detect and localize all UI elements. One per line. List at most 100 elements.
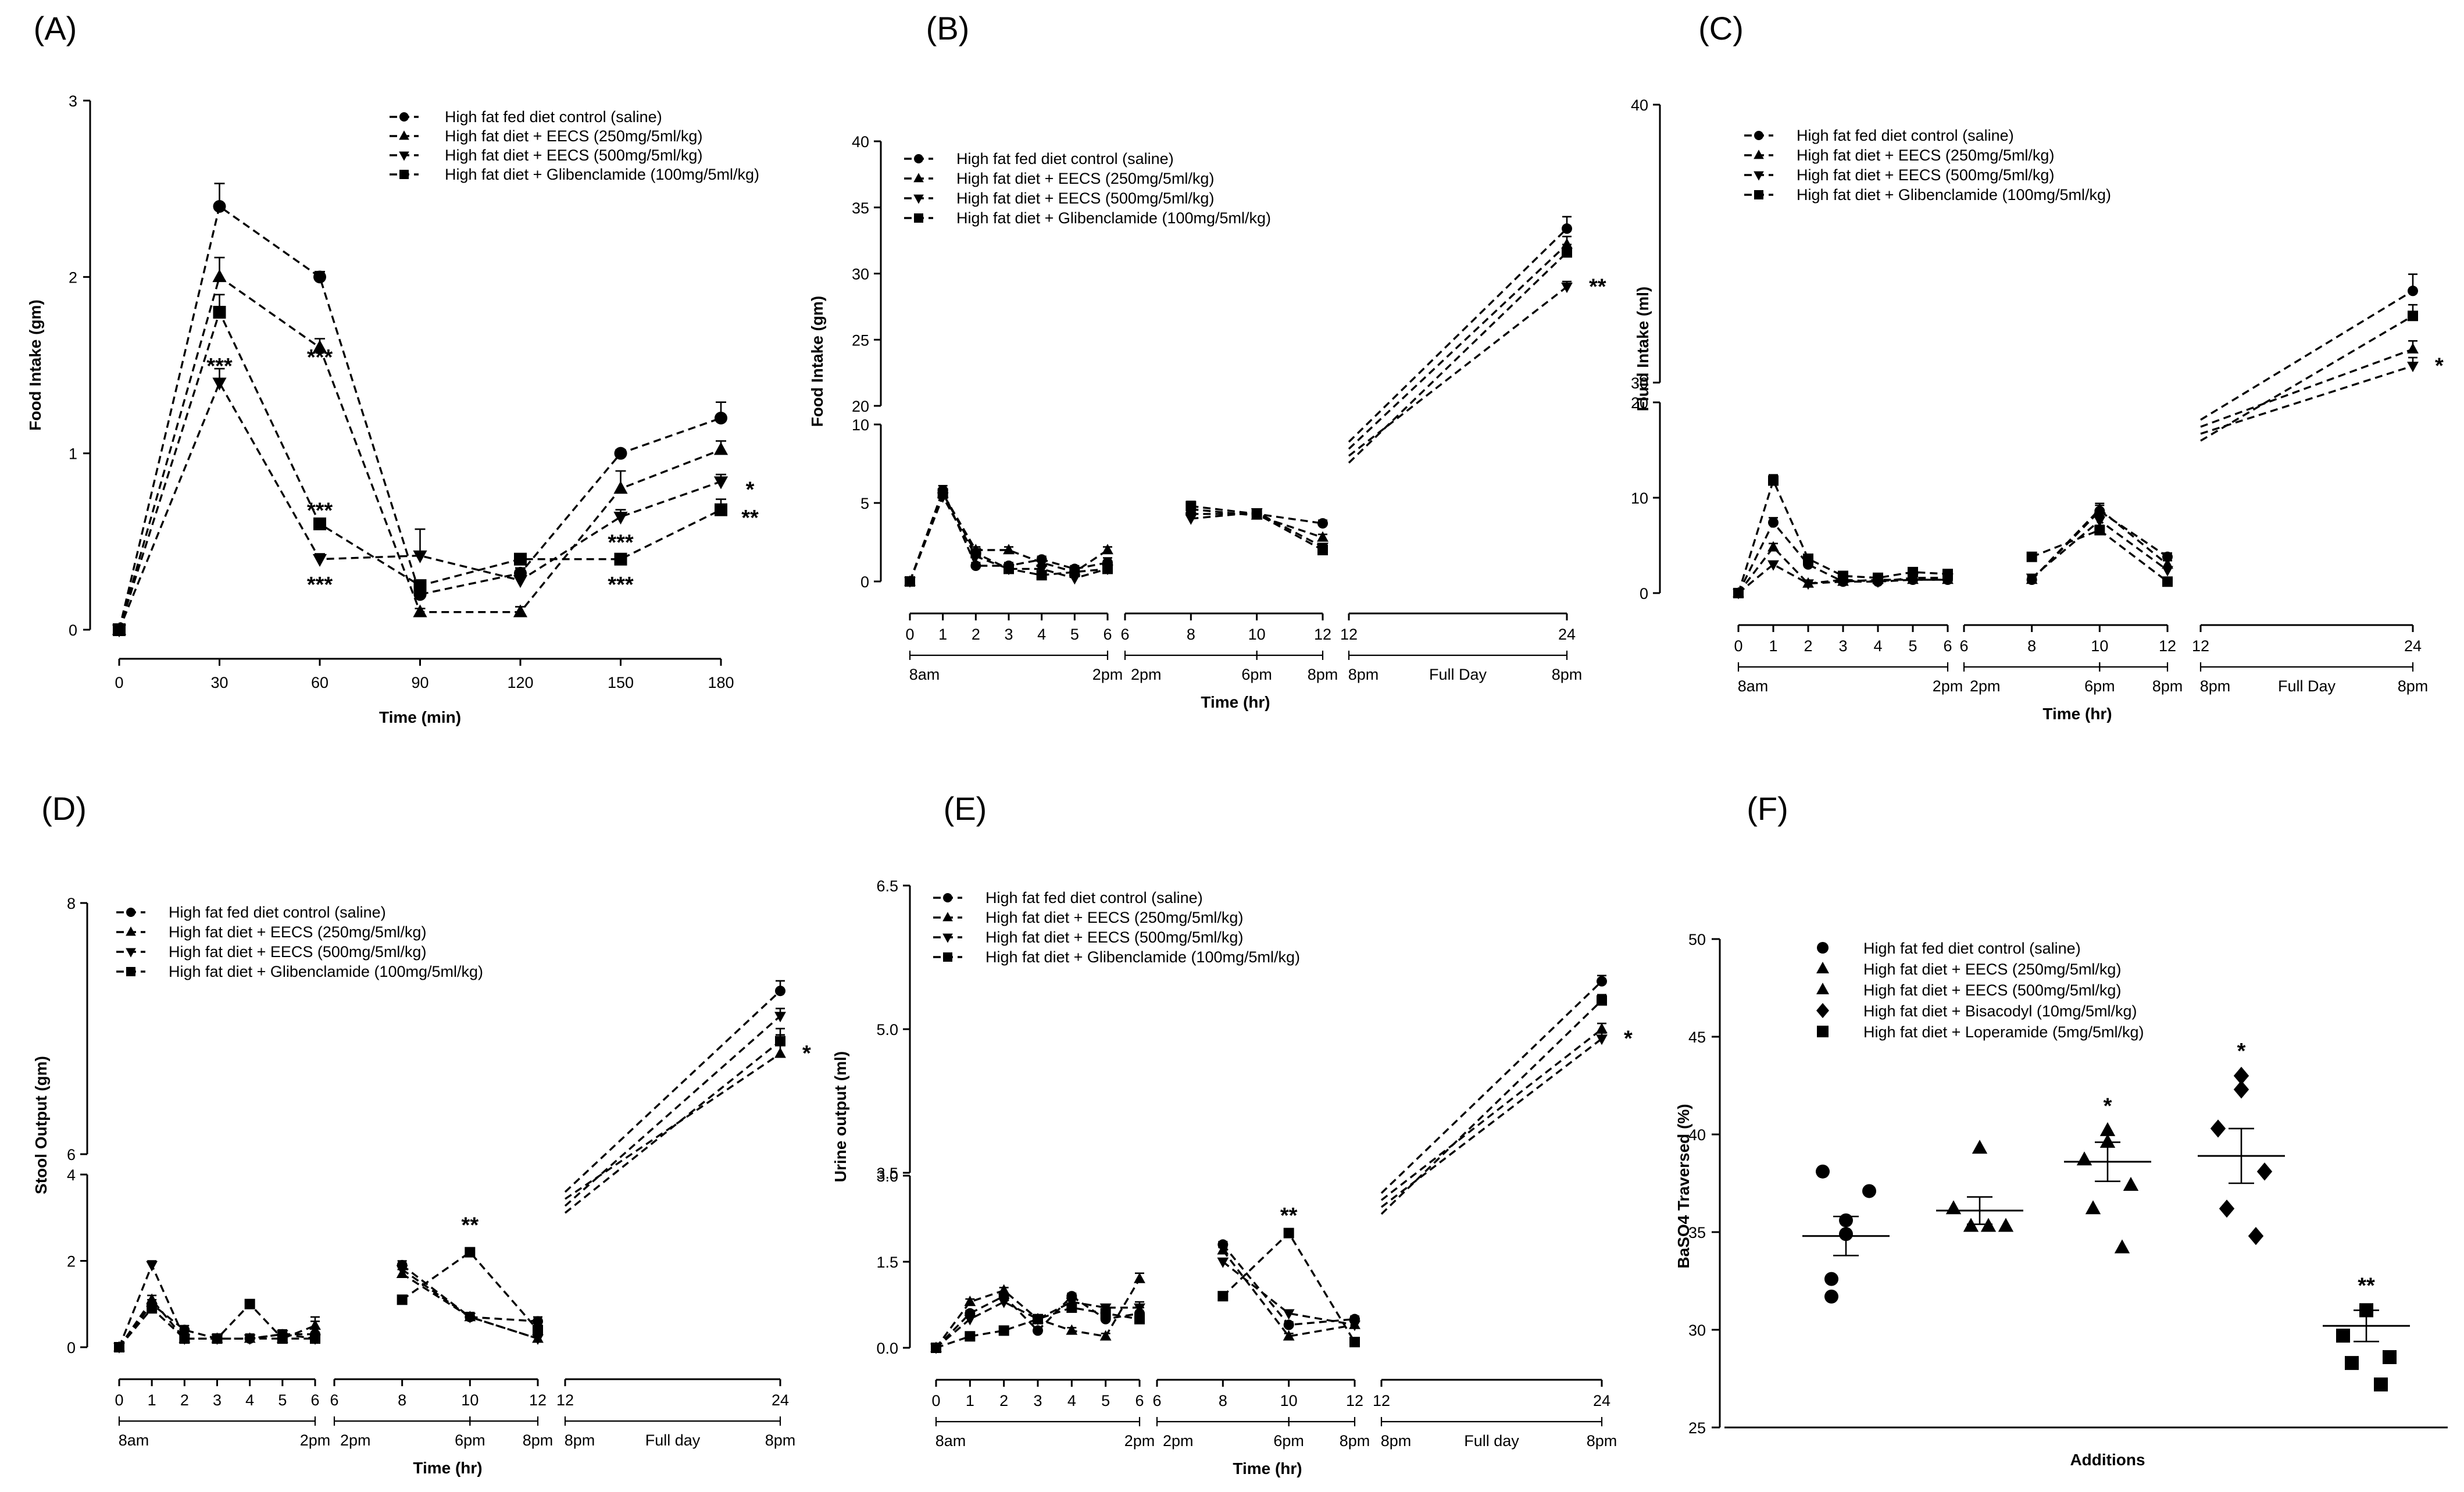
- period-label: 6pm: [2084, 677, 2115, 695]
- significance-label: *: [1624, 1026, 1633, 1051]
- data-point: [1100, 1308, 1111, 1319]
- scatter-point: [2374, 1377, 2388, 1392]
- x-tick-label: 90: [411, 674, 428, 691]
- y-tick-label: 20: [1631, 394, 1648, 412]
- scatter-point: [1824, 1289, 1838, 1304]
- x-tick-label: 3: [213, 1391, 222, 1409]
- period-label: 8pm: [2152, 677, 2183, 695]
- y-axis-label: Fluid Intake (ml): [1634, 287, 1652, 412]
- series-line: [2200, 365, 2413, 435]
- period-label: 8pm: [1587, 1432, 1617, 1450]
- data-point: [179, 1333, 190, 1344]
- data-point: [1066, 1302, 1077, 1313]
- data-point: [244, 1334, 256, 1345]
- legend-marker: [126, 908, 135, 917]
- data-point: [713, 442, 729, 455]
- x-tick-label: 6: [1120, 626, 1129, 643]
- significance-label: ***: [307, 573, 333, 597]
- data-point: [2408, 285, 2418, 297]
- x-tick-label: 0: [115, 674, 123, 691]
- data-point: [1099, 1330, 1112, 1341]
- x-tick-label: 12: [1340, 626, 1358, 643]
- scatter-point: [1972, 1140, 1988, 1154]
- significance-label: **: [741, 506, 759, 530]
- data-point: [1597, 976, 1607, 987]
- x-tick-label: 10: [461, 1391, 478, 1409]
- data-point: [513, 604, 528, 617]
- significance-label: ***: [608, 530, 634, 555]
- panel-label: (E): [944, 790, 987, 827]
- x-tick-label: 4: [245, 1391, 254, 1409]
- x-tick-label: 3: [1838, 637, 1847, 655]
- data-point: [1597, 995, 1607, 1006]
- legend-marker: [399, 130, 409, 140]
- data-point: [1251, 508, 1262, 519]
- x-tick-label: 4: [1873, 637, 1882, 655]
- panel-label: (A): [34, 10, 77, 47]
- data-point: [312, 340, 327, 353]
- y-tick-label: 0: [69, 622, 77, 639]
- series-line: [1380, 980, 1603, 1194]
- scatter-point: [2233, 1080, 2249, 1099]
- data-point: [2407, 342, 2419, 354]
- x-tick-label: 60: [311, 674, 328, 691]
- y-axis-label: Food Intake (gm): [26, 299, 44, 431]
- data-point: [1283, 1309, 1295, 1320]
- x-tick-label: 10: [2091, 637, 2108, 655]
- data-point: [1561, 283, 1573, 294]
- data-point: [1066, 1324, 1078, 1335]
- data-point: [114, 1342, 124, 1352]
- data-point: [212, 377, 227, 391]
- data-point: [533, 1325, 543, 1336]
- significance-label: *: [2104, 1094, 2112, 1118]
- scatter-point: [2336, 1329, 2350, 1343]
- data-point: [1069, 566, 1080, 577]
- data-point: [2407, 362, 2419, 373]
- series-line: [564, 990, 781, 1193]
- y-tick-label: 2: [69, 269, 77, 286]
- period-label: 8pm: [2200, 677, 2231, 695]
- legend-entry: High fat diet + EECS (250mg/5ml/kg): [1863, 961, 2121, 978]
- series: [931, 994, 1607, 1353]
- scatter-group: [1936, 1140, 2023, 1232]
- data-point: [1562, 223, 1572, 234]
- x-tick-label: 30: [210, 674, 228, 691]
- x-tick-label: 24: [2404, 637, 2422, 655]
- data-point: [775, 986, 785, 997]
- x-tick-label: 8: [1187, 626, 1195, 643]
- panel-f: (F) 25 30 35 40 45 50 Additions BaSO4 Traversed …: [1674, 790, 2448, 1469]
- x-tick-label: 0: [115, 1391, 123, 1409]
- series: [905, 244, 1572, 587]
- scatter-point: [2210, 1119, 2226, 1138]
- data-point: [713, 476, 729, 490]
- panel-label: (C): [1698, 10, 1744, 47]
- y-tick-label: 3: [69, 92, 77, 110]
- legend-marker: [942, 933, 953, 943]
- data-point: [965, 1331, 976, 1342]
- y-tick-label: 35: [852, 199, 869, 217]
- data-point: [613, 481, 628, 494]
- significance-label: ***: [307, 499, 333, 523]
- x-tick-label: 1: [1769, 637, 1777, 655]
- scatter-point: [1862, 1184, 1876, 1198]
- series: [1733, 304, 2418, 598]
- period-label: 8am: [1738, 677, 1769, 695]
- period-label: 2pm: [1131, 666, 1162, 683]
- legend-entry: High fat diet + EECS (250mg/5ml/kg): [1797, 147, 2054, 164]
- data-point: [905, 576, 915, 587]
- data-point: [213, 200, 226, 213]
- data-point: [1035, 556, 1048, 567]
- period-label: 8pm: [565, 1432, 595, 1449]
- x-tick-label: 0: [1734, 637, 1742, 655]
- legend-entry: High fat diet + EECS (500mg/5ml/kg): [1863, 981, 2121, 999]
- scatter-point: [2114, 1239, 2130, 1254]
- series: [114, 1027, 785, 1352]
- data-point: [1803, 553, 1813, 564]
- significance-label: *: [2237, 1039, 2246, 1063]
- series-line: [2200, 315, 2413, 442]
- y-tick-label: 30: [1631, 374, 1648, 392]
- series-line: [1380, 1028, 1603, 1201]
- data-point: [147, 1303, 158, 1314]
